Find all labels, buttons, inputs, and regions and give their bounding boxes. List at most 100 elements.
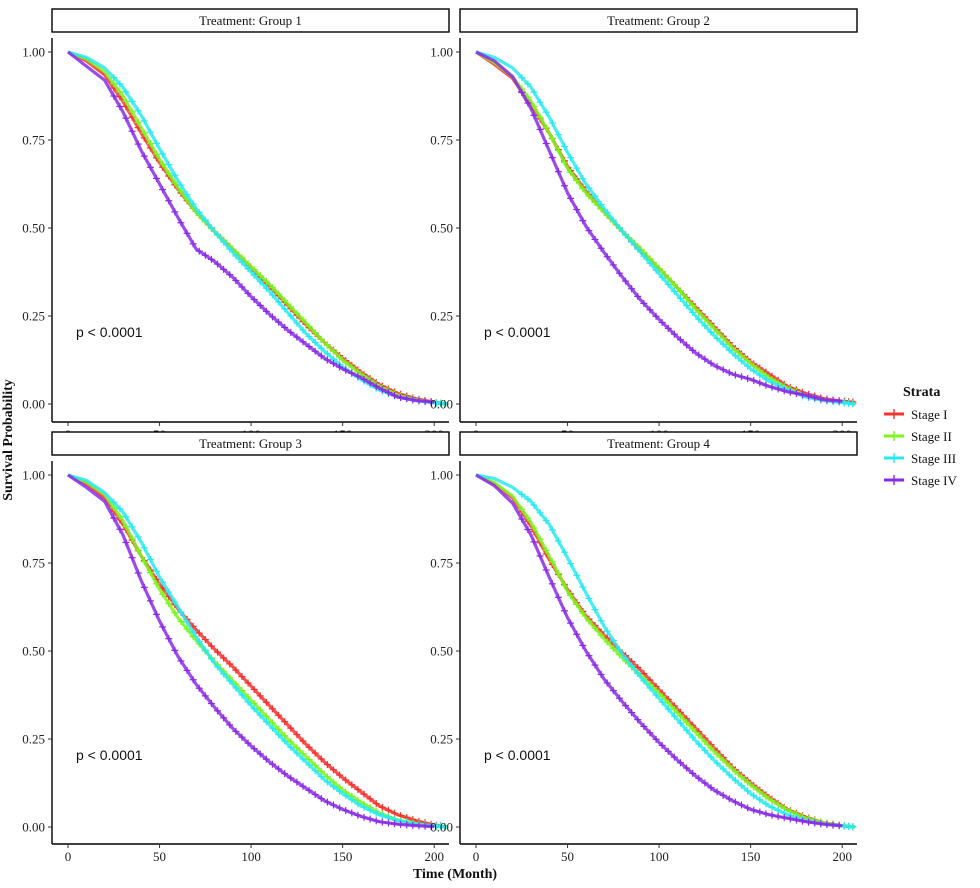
censor-mark: [287, 724, 295, 732]
censor-mark: [530, 88, 538, 96]
censor-mark: [591, 235, 599, 243]
censor-mark: [530, 524, 538, 532]
x-tick-label: 50: [153, 849, 166, 864]
censor-mark: [567, 560, 575, 568]
censor-mark: [262, 698, 270, 706]
censor-mark: [311, 338, 319, 346]
censor-mark: [189, 240, 197, 248]
censor-mark: [560, 548, 568, 556]
censor-mark: [634, 292, 642, 300]
censor-mark: [756, 371, 764, 379]
censor-mark: [762, 792, 770, 800]
censor-mark: [116, 525, 124, 533]
censor-mark: [238, 673, 246, 681]
censor-mark: [122, 523, 130, 531]
censor-mark: [140, 583, 148, 591]
censor-mark: [792, 816, 800, 824]
censor-mark: [299, 316, 307, 324]
censor-mark: [384, 389, 392, 397]
censor-mark: [250, 705, 258, 713]
censor-mark: [262, 284, 270, 292]
censor-mark: [171, 646, 179, 654]
censor-mark: [548, 119, 556, 127]
censor-mark: [378, 812, 386, 820]
censor-mark: [336, 771, 344, 779]
censor-mark: [183, 625, 191, 633]
km-curve-stage-iv: [67, 50, 435, 406]
censor-mark: [354, 785, 362, 793]
censor-mark: [524, 80, 532, 88]
censor-mark: [676, 336, 684, 344]
censor-mark: [293, 749, 301, 757]
censor-mark: [628, 285, 636, 293]
censor-mark: [683, 726, 691, 734]
censor-mark: [244, 289, 252, 297]
censor-mark: [214, 648, 222, 656]
censor-mark: [640, 252, 648, 260]
censor-mark: [378, 803, 386, 811]
censor-mark: [518, 505, 526, 513]
censor-mark: [281, 770, 289, 778]
censor-mark: [603, 679, 611, 687]
censor-mark: [567, 168, 575, 176]
km-line: [67, 473, 435, 829]
censor-mark: [323, 778, 331, 786]
facet-panel-1: Treatment: Group 10.000.250.500.751.0005…: [22, 8, 450, 442]
censor-mark: [342, 358, 350, 366]
censor-mark: [366, 806, 374, 814]
censor-mark: [560, 142, 568, 150]
censor-mark: [159, 150, 167, 158]
censor-mark: [177, 617, 185, 625]
censor-mark: [171, 171, 179, 179]
censor-mark: [268, 705, 276, 713]
censor-mark: [177, 608, 185, 616]
censor-mark: [689, 346, 697, 354]
censor-mark: [299, 338, 307, 346]
p-value-label: p < 0.0001: [76, 324, 143, 340]
censor-mark: [701, 315, 709, 323]
censor-mark: [713, 750, 721, 758]
censor-mark: [317, 344, 325, 352]
censor-mark: [603, 627, 611, 635]
y-tick-label: 0.50: [430, 221, 453, 236]
censor-mark: [366, 815, 374, 823]
facet-title: Treatment: Group 2: [607, 13, 710, 28]
censor-mark: [226, 721, 234, 729]
censor-mark: [849, 823, 857, 831]
censor-mark: [823, 396, 831, 404]
censor-mark: [676, 287, 684, 295]
censor-mark: [615, 694, 623, 702]
censor-mark: [536, 552, 544, 560]
censor-mark: [336, 353, 344, 361]
censor-mark: [719, 334, 727, 342]
censor-mark: [128, 108, 136, 116]
censor-mark: [609, 644, 617, 652]
censor-mark: [220, 265, 228, 273]
censor-mark: [750, 377, 758, 385]
censor-mark: [207, 655, 215, 663]
censor-mark: [713, 328, 721, 336]
censor-mark: [518, 490, 526, 498]
censor-mark: [548, 135, 556, 143]
censor-mark: [128, 97, 136, 105]
censor-mark: [658, 273, 666, 281]
censor-mark: [707, 744, 715, 752]
km-line: [67, 473, 448, 829]
km-curve-stage-iv: [475, 473, 843, 830]
censor-mark: [250, 271, 258, 279]
censor-mark: [676, 712, 684, 720]
censor-mark: [372, 809, 380, 817]
censor-mark: [573, 176, 581, 184]
censor-mark: [220, 238, 228, 246]
x-tick-label: 0: [65, 849, 72, 864]
legend-label: Stage I: [911, 407, 947, 422]
censor-mark: [372, 817, 380, 825]
censor-mark: [421, 822, 429, 830]
censor-mark: [134, 546, 142, 554]
censor-mark: [585, 184, 593, 192]
censor-mark: [585, 192, 593, 200]
y-tick-label: 0.25: [430, 309, 453, 324]
censor-mark: [409, 821, 417, 829]
censor-mark: [762, 800, 770, 808]
censor-mark: [683, 294, 691, 302]
